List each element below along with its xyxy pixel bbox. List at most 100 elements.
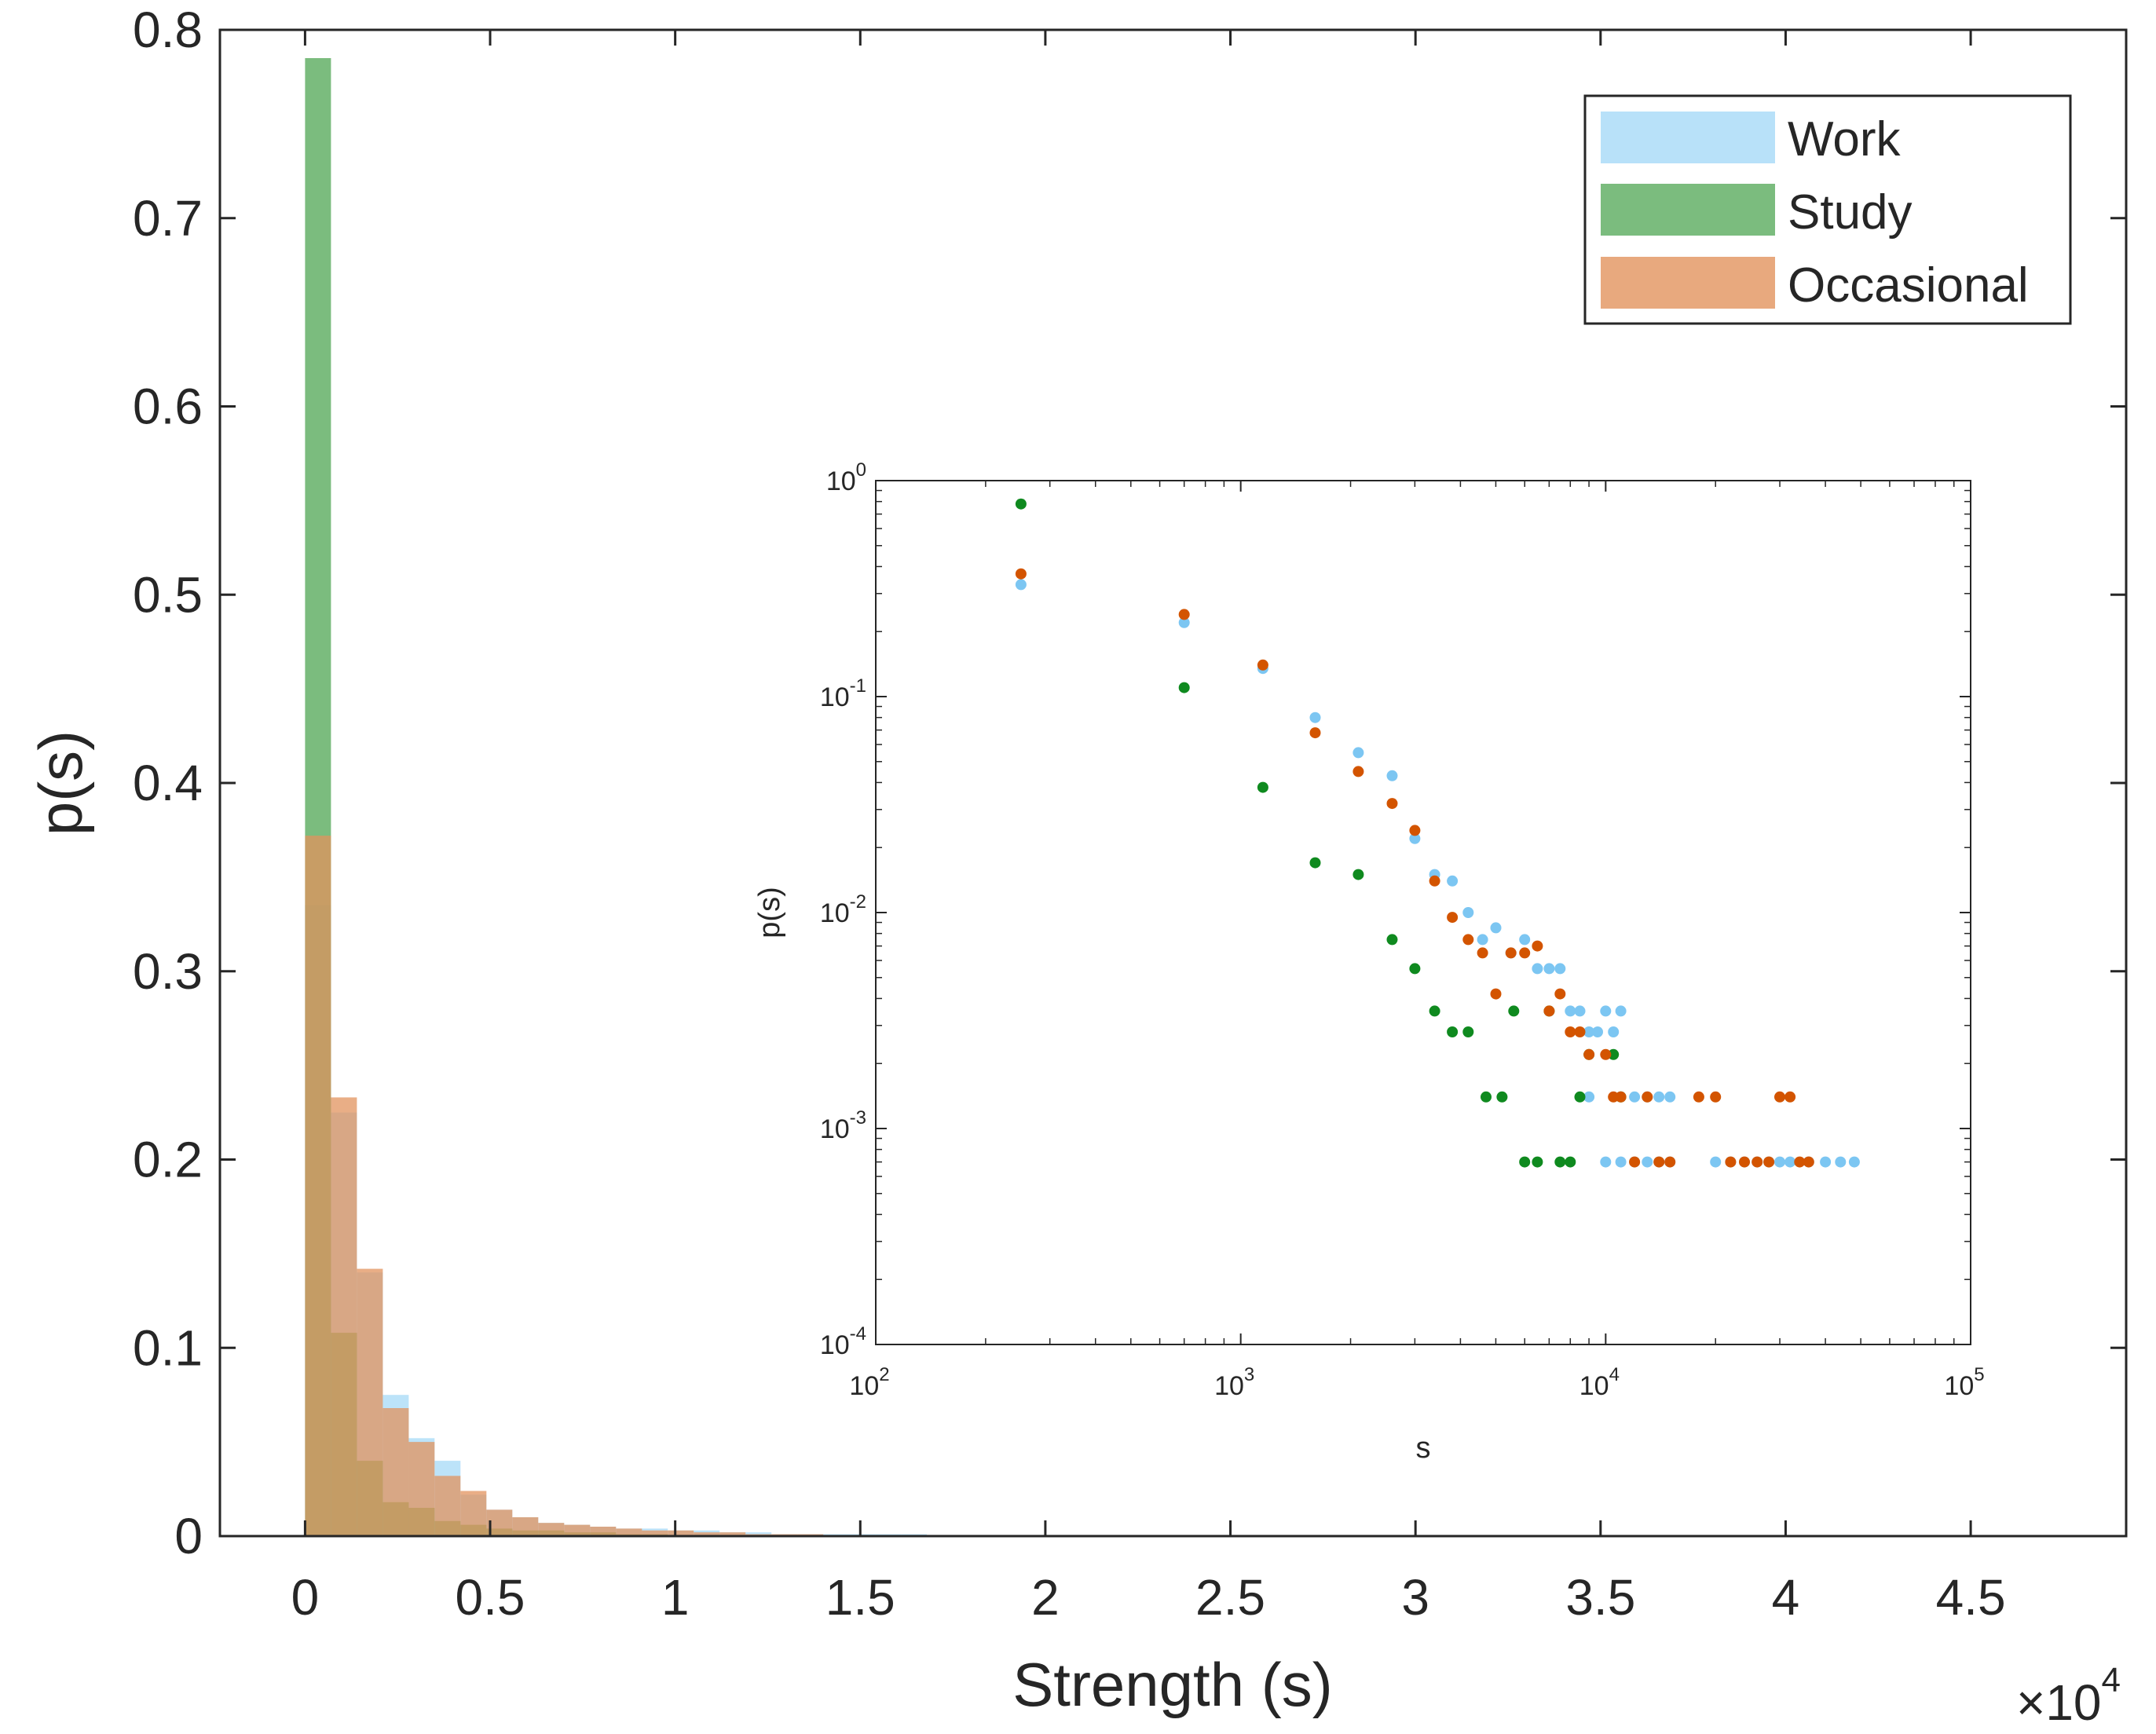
point-occasional-3 xyxy=(1309,727,1321,739)
inset-y-tick-label: 100 xyxy=(826,459,866,496)
point-study-18 xyxy=(1574,1091,1586,1103)
bar-occasional-2 xyxy=(357,1268,383,1536)
point-work-3 xyxy=(1309,712,1321,723)
point-study-12 xyxy=(1508,1005,1520,1017)
point-work-30 xyxy=(1615,1156,1627,1168)
point-occasional-16 xyxy=(1554,988,1566,1000)
point-occasional-29 xyxy=(1725,1156,1737,1168)
inset-axes: 102 103 104 105 10-4 10-3 10-2 10-1 100 s p(s) xyxy=(753,459,1985,1465)
point-study-9 xyxy=(1462,1026,1474,1037)
point-study-3 xyxy=(1309,857,1321,869)
main-x-tick-label: 3 xyxy=(1401,1569,1429,1626)
bar-occasional-14 xyxy=(668,1530,694,1536)
point-work-13 xyxy=(1519,934,1531,946)
point-study-0 xyxy=(1015,498,1027,510)
point-study-17 xyxy=(1565,1156,1576,1168)
point-occasional-17 xyxy=(1565,1026,1576,1037)
point-work-11 xyxy=(1490,922,1502,934)
legend-label-work: Work xyxy=(1788,112,1902,166)
x-exponent-label: ×104 xyxy=(2016,1661,2121,1731)
inset-x-axis-title: s xyxy=(1416,1432,1431,1465)
bar-occasional-15 xyxy=(694,1532,720,1536)
main-x-tick-label: 2 xyxy=(1031,1569,1060,1626)
point-occasional-13 xyxy=(1519,947,1531,959)
main-y-tick-label: 0.7 xyxy=(133,190,203,247)
main-x-tick-label: 3.5 xyxy=(1565,1569,1635,1626)
point-work-14 xyxy=(1532,963,1543,975)
point-study-20 xyxy=(1608,1048,1620,1060)
point-work-16 xyxy=(1554,963,1566,975)
point-work-23 xyxy=(1615,1005,1627,1017)
inset-plot-area xyxy=(876,481,1971,1344)
point-work-35 xyxy=(1710,1156,1722,1168)
inset-y-ticks: 10-4 10-3 10-2 10-1 100 xyxy=(820,459,1971,1360)
point-work-18 xyxy=(1574,1005,1586,1017)
point-work-41 xyxy=(1784,1156,1796,1168)
point-work-26 xyxy=(1653,1091,1665,1103)
inset-x-tick-label: 105 xyxy=(1944,1364,1984,1401)
point-occasional-4 xyxy=(1353,766,1364,777)
point-work-45 xyxy=(1848,1156,1860,1168)
point-work-5 xyxy=(1386,770,1398,781)
point-work-32 xyxy=(1642,1156,1653,1168)
point-occasional-28 xyxy=(1710,1091,1722,1103)
point-occasional-20 xyxy=(1600,1048,1612,1060)
point-study-10 xyxy=(1481,1091,1492,1103)
point-occasional-35 xyxy=(1794,1156,1806,1168)
main-y-axis-title: p(s) xyxy=(26,730,95,836)
point-study-13 xyxy=(1519,1156,1531,1168)
bar-occasional-10 xyxy=(564,1524,591,1536)
point-work-22 xyxy=(1608,1026,1620,1037)
point-work-20 xyxy=(1592,1026,1603,1037)
point-occasional-24 xyxy=(1642,1091,1653,1103)
bar-occasional-0 xyxy=(305,836,331,1536)
bar-occasional-6 xyxy=(460,1491,487,1536)
point-work-1 xyxy=(1178,616,1190,628)
point-work-28 xyxy=(1583,1091,1595,1103)
point-study-14 xyxy=(1532,1156,1543,1168)
main-x-tick-label: 2.5 xyxy=(1195,1569,1265,1626)
legend-label-occasional: Occasional xyxy=(1788,258,2029,313)
inset-y-tick-label: 10-3 xyxy=(820,1107,866,1144)
bar-occasional-8 xyxy=(512,1517,539,1536)
main-y-tick-label: 0.1 xyxy=(133,1319,203,1376)
point-study-7 xyxy=(1429,1005,1440,1017)
inset-x-tick-label: 104 xyxy=(1579,1364,1620,1401)
point-work-10 xyxy=(1477,934,1488,946)
point-work-8 xyxy=(1447,875,1459,887)
point-occasional-33 xyxy=(1774,1091,1785,1103)
point-work-9 xyxy=(1462,907,1474,918)
main-x-tick-label: 0 xyxy=(291,1569,320,1626)
point-work-44 xyxy=(1835,1156,1847,1168)
main-x-axis-title: Strength (s) xyxy=(1012,1650,1332,1719)
legend-swatch-work xyxy=(1601,112,1775,163)
point-occasional-31 xyxy=(1752,1156,1763,1168)
legend-label-study: Study xyxy=(1788,185,1913,240)
point-occasional-27 xyxy=(1693,1091,1704,1103)
main-x-tick-label: 4.5 xyxy=(1936,1569,2006,1626)
main-x-ticks: 0 0.5 1 1.5 2 2.5 3 3.5 4 4.5 xyxy=(291,30,2006,1626)
main-y-tick-label: 0 xyxy=(174,1508,203,1564)
main-y-tick-label: 0.8 xyxy=(133,2,203,58)
point-study-6 xyxy=(1409,963,1421,975)
point-occasional-6 xyxy=(1409,825,1421,836)
point-occasional-7 xyxy=(1429,875,1440,887)
point-work-15 xyxy=(1543,963,1555,975)
point-work-43 xyxy=(1820,1156,1832,1168)
point-occasional-23 xyxy=(1629,1156,1641,1168)
point-study-5 xyxy=(1386,934,1398,946)
point-occasional-11 xyxy=(1490,988,1502,1000)
point-occasional-19 xyxy=(1583,1048,1595,1060)
legend-swatch-occasional xyxy=(1601,257,1775,309)
inset-y-tick-label: 10-4 xyxy=(820,1323,866,1360)
main-y-tick-label: 0.5 xyxy=(133,566,203,623)
inset-y-tick-label: 10-2 xyxy=(820,891,866,928)
point-occasional-26 xyxy=(1664,1156,1676,1168)
main-x-tick-label: 1.5 xyxy=(825,1569,895,1626)
main-y-tick-label: 0.2 xyxy=(133,1132,203,1188)
point-occasional-18 xyxy=(1574,1026,1586,1037)
point-work-4 xyxy=(1353,747,1364,759)
inset-y-tick-label: 10-1 xyxy=(820,675,866,712)
bar-occasional-3 xyxy=(383,1408,409,1536)
